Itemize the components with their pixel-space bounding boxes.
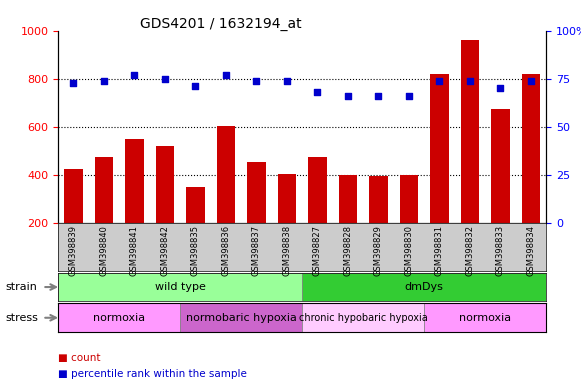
Text: GSM398836: GSM398836 [221,225,230,276]
Point [343,93,353,99]
Text: normoxia: normoxia [459,313,511,323]
Bar [522,74,540,271]
Text: GSM398828: GSM398828 [343,225,352,276]
Point [221,72,231,78]
Point [252,78,261,84]
Text: ■ count: ■ count [58,353,101,363]
Text: GSM398842: GSM398842 [160,225,169,276]
Text: dmDys: dmDys [405,282,443,292]
Point [69,79,78,86]
Text: GSM398840: GSM398840 [99,225,108,276]
Point [435,78,444,84]
Text: GSM398834: GSM398834 [526,225,535,276]
Bar [156,146,174,271]
Bar [461,40,479,271]
Text: GSM398833: GSM398833 [496,225,505,276]
Point [99,78,109,84]
Bar [370,176,388,271]
FancyBboxPatch shape [424,303,546,332]
Text: stress: stress [6,313,39,323]
Text: chronic hypobaric hypoxia: chronic hypobaric hypoxia [299,313,428,323]
Text: GSM398838: GSM398838 [282,225,291,276]
Text: GSM398829: GSM398829 [374,225,383,276]
FancyBboxPatch shape [302,273,546,301]
Point [130,72,139,78]
Bar [64,169,83,271]
Bar [339,175,357,271]
Point [191,83,200,89]
Bar [248,162,266,271]
Text: normobaric hypoxia: normobaric hypoxia [186,313,296,323]
Bar [95,157,113,271]
Text: GSM398835: GSM398835 [191,225,200,276]
Text: GSM398827: GSM398827 [313,225,322,276]
Text: normoxia: normoxia [93,313,145,323]
Bar [217,126,235,271]
Text: ■ percentile rank within the sample: ■ percentile rank within the sample [58,369,247,379]
Bar [430,74,449,271]
Text: GSM398839: GSM398839 [69,225,78,276]
Point [160,76,170,82]
FancyBboxPatch shape [302,303,424,332]
Point [313,89,322,95]
Point [496,85,505,91]
Text: GSM398830: GSM398830 [404,225,413,276]
Text: GSM398832: GSM398832 [465,225,474,276]
Text: wild type: wild type [155,282,206,292]
Bar [400,175,418,271]
FancyBboxPatch shape [58,303,180,332]
FancyBboxPatch shape [180,303,302,332]
Text: GSM398841: GSM398841 [130,225,139,276]
Text: GDS4201 / 1632194_at: GDS4201 / 1632194_at [140,17,302,31]
Bar [186,187,205,271]
Text: GSM398831: GSM398831 [435,225,444,276]
Bar [278,174,296,271]
Text: GSM398837: GSM398837 [252,225,261,276]
Point [374,93,383,99]
Bar [125,139,144,271]
Bar [491,109,510,271]
Text: strain: strain [6,282,38,292]
Bar [309,157,327,271]
Point [526,78,536,84]
Point [282,78,292,84]
FancyBboxPatch shape [58,273,302,301]
Point [465,78,475,84]
Point [404,93,414,99]
